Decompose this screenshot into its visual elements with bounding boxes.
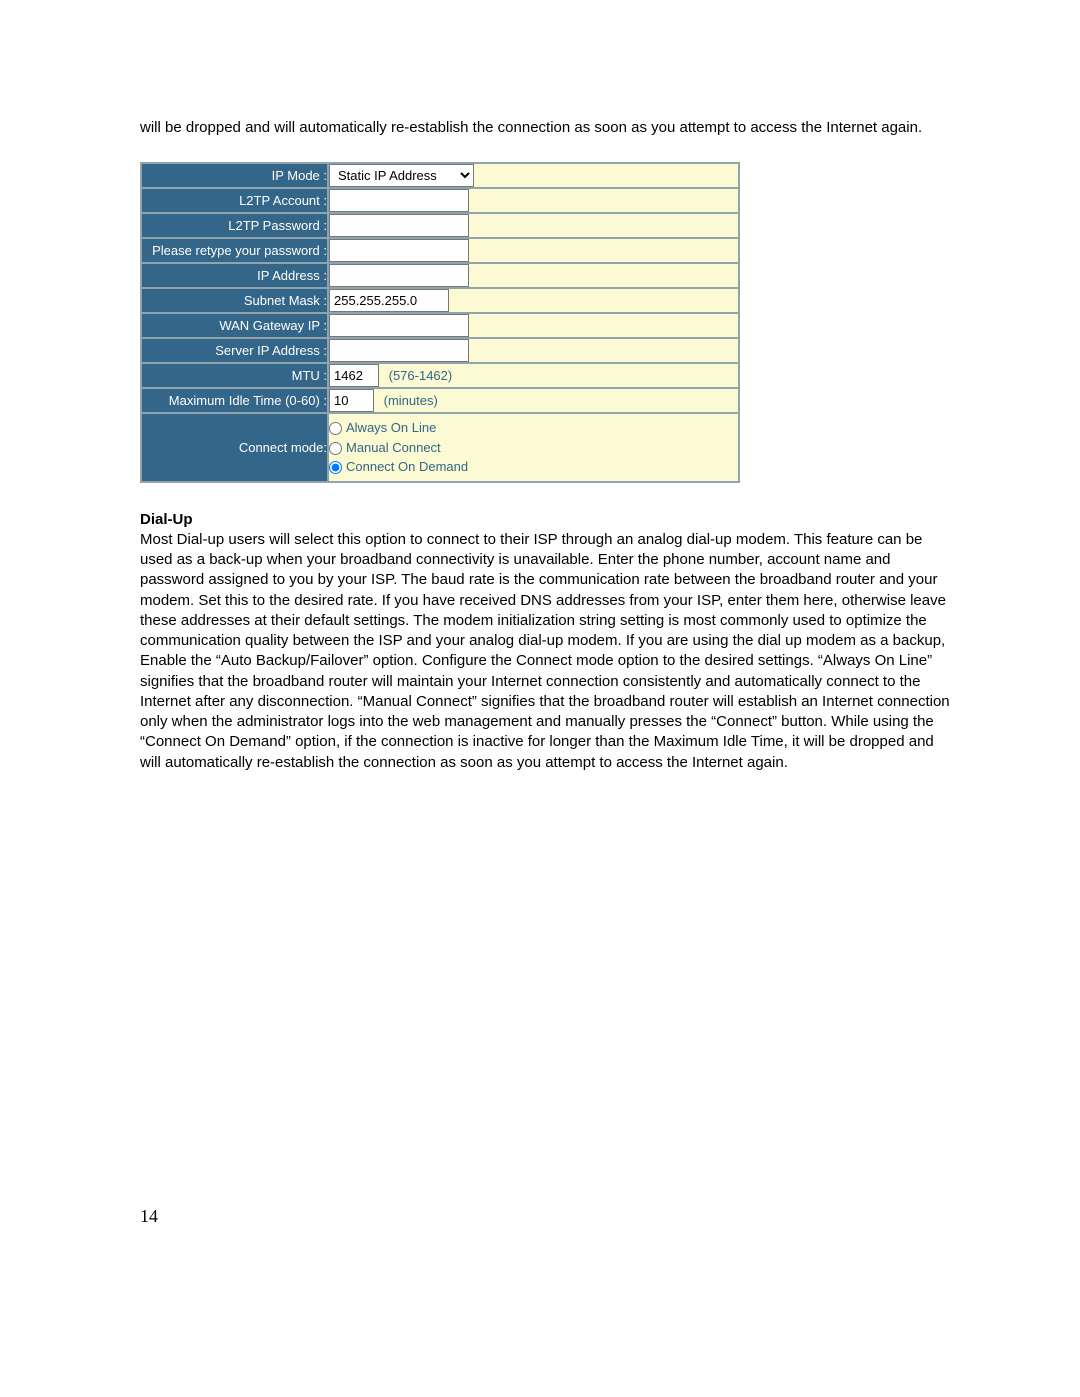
max-idle-label: Maximum Idle Time (0-60) : [141,388,328,413]
wan-gateway-label: WAN Gateway IP : [141,313,328,338]
connect-mode-group: Always On Line Manual Connect Connect On… [329,414,738,481]
wan-gateway-input[interactable] [329,314,469,337]
mtu-input[interactable] [329,364,379,387]
retype-password-input[interactable] [329,239,469,262]
connect-mode-option-always[interactable]: Always On Line [329,418,738,438]
page-number: 14 [140,1206,158,1227]
ip-address-input[interactable] [329,264,469,287]
ip-mode-label: IP Mode : [141,163,328,188]
radio-always-online[interactable] [329,422,342,435]
mtu-range: (576-1462) [389,368,453,383]
ip-mode-select[interactable]: Static IP Address [329,164,474,187]
dialup-heading: Dial-Up [140,511,950,528]
l2tp-password-label: L2TP Password : [141,213,328,238]
mtu-label: MTU : [141,363,328,388]
max-idle-input[interactable] [329,389,374,412]
ip-address-label: IP Address : [141,263,328,288]
retype-password-label: Please retype your password : [141,238,328,263]
radio-manual-connect[interactable] [329,442,342,455]
l2tp-account-input[interactable] [329,189,469,212]
dialup-body: Most Dial-up users will select this opti… [140,530,950,773]
connect-mode-option-manual[interactable]: Manual Connect [329,438,738,458]
l2tp-password-input[interactable] [329,214,469,237]
radio-connect-on-demand[interactable] [329,461,342,474]
server-ip-label: Server IP Address : [141,338,328,363]
intro-paragraph: will be dropped and will automatically r… [140,118,950,138]
connect-mode-label: Connect mode: [141,413,328,482]
connect-mode-option-demand[interactable]: Connect On Demand [329,457,738,477]
max-idle-unit: (minutes) [384,393,438,408]
server-ip-input[interactable] [329,339,469,362]
l2tp-account-label: L2TP Account : [141,188,328,213]
subnet-mask-label: Subnet Mask : [141,288,328,313]
subnet-mask-input[interactable] [329,289,449,312]
config-table: IP Mode : Static IP Address L2TP Account… [140,162,740,483]
